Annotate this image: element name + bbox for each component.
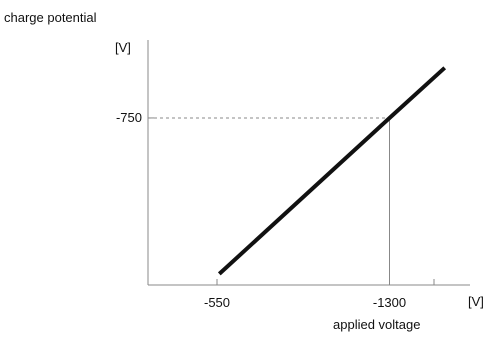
series-line-0 (217, 66, 447, 276)
axes (147, 40, 470, 286)
x-axis-label: applied voltage (333, 317, 420, 332)
x-tick-label-1: -1300 (373, 295, 406, 310)
x-axis-unit: [V] (468, 294, 484, 309)
y-axis-unit: [V] (115, 40, 131, 55)
data-series (217, 66, 447, 276)
ticks: -550 -1300 -750 (116, 110, 435, 310)
reference-guides (148, 117, 390, 285)
y-axis-label: charge potential (4, 10, 97, 25)
y-tick-label-0: -750 (116, 110, 142, 125)
x-tick-label-0: -550 (204, 295, 230, 310)
